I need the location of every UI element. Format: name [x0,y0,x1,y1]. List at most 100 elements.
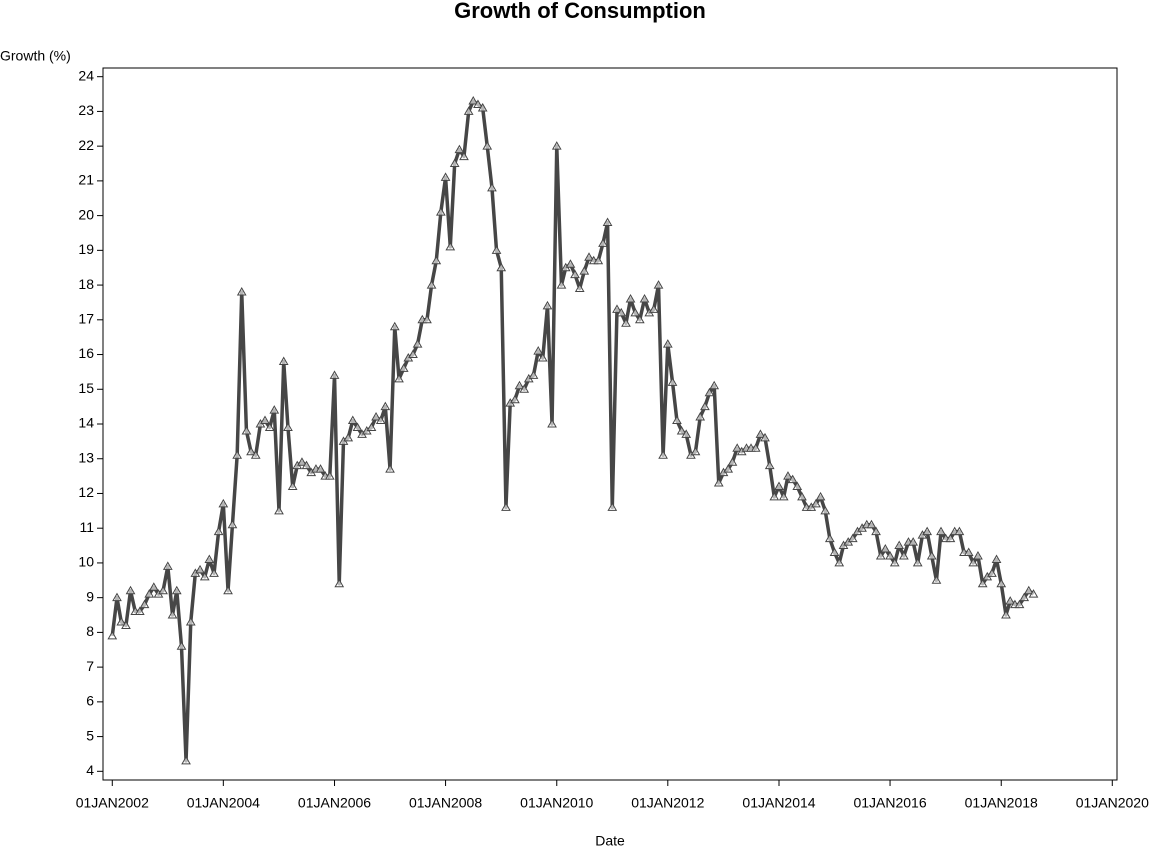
data-point [121,620,131,629]
data-point [667,377,678,386]
y-tick-label: 8 [86,623,94,639]
data-point [551,141,562,150]
data-point [574,283,585,293]
data-point [204,554,215,563]
data-point [218,498,229,508]
data-point [366,422,377,431]
data-point [375,415,386,425]
data-point [134,606,145,616]
data-point [727,457,738,466]
data-point [440,172,451,181]
data-point [1028,589,1039,598]
y-tick-label: 12 [78,484,94,500]
data-point [894,540,905,550]
y-tick-label: 23 [78,102,94,118]
data-point [968,557,979,567]
data-point [653,280,664,289]
y-tick-label: 21 [78,172,94,188]
data-point [922,526,933,536]
data-point [412,339,423,348]
data-point [380,401,391,411]
data-point [945,533,956,543]
data-point [514,380,525,390]
data-point [491,245,502,254]
data-point [195,564,205,574]
data-point [246,446,256,456]
data-point [783,471,793,480]
data-point [343,432,354,442]
data-point [445,241,456,251]
data-point [144,589,155,598]
data-point [584,252,594,261]
data-point [547,418,557,428]
data-point [676,425,687,435]
data-point [875,550,886,560]
data-point [139,599,150,609]
data-point [695,412,706,421]
data-point [871,526,881,536]
data-point [630,307,641,317]
data-point [482,141,493,150]
data-point [750,443,761,452]
x-tick-label: 01JAN2012 [631,795,704,811]
data-point [236,287,247,296]
data-point [778,491,789,501]
data-point [116,616,127,626]
data-line [110,99,1035,763]
data-point [477,102,488,112]
data-point [723,464,734,473]
data-point [700,401,710,411]
x-tick-label: 01JAN2004 [187,795,260,811]
data-point [199,571,210,581]
data-point [931,575,942,584]
y-tick-label: 24 [78,67,94,83]
data-point [435,207,446,216]
data-point [385,464,395,473]
data-point [602,217,613,227]
data-point [556,280,567,289]
data-point [185,616,196,626]
data-point [537,353,548,362]
data-point [352,422,363,431]
y-tick-label: 14 [78,415,94,431]
data-point [426,280,437,289]
data-point [431,255,442,265]
y-tick-label: 6 [86,693,94,709]
data-point [815,491,826,501]
data-point [158,585,168,595]
data-point [991,554,1002,563]
data-point [926,550,937,560]
data-point [468,95,479,105]
data-point [269,405,280,414]
data-point [912,557,923,567]
y-tick-label: 9 [86,588,94,604]
data-point [260,415,270,425]
data-point [334,578,345,588]
data-point [176,641,187,650]
data-point [704,387,715,397]
data-point [690,446,701,456]
data-point [1001,610,1011,619]
data-point [880,544,891,553]
data-point [250,450,261,459]
data-point [579,266,590,275]
data-point [764,460,775,470]
data-point [171,585,182,595]
data-point [1005,596,1016,605]
data-point [797,491,807,501]
data-point [181,755,191,765]
y-tick-label: 5 [86,727,94,743]
x-axis-label: Date [595,833,625,849]
data-point [829,547,840,557]
data-point [107,630,118,640]
data-point [519,384,530,393]
data-point [834,557,845,567]
data-point [496,262,507,272]
y-axis-label: Growth (%) [0,48,71,64]
data-point [616,307,627,317]
data-point [681,429,692,438]
data-point [315,464,326,473]
data-point [148,582,159,591]
data-point [996,578,1007,588]
y-tick-label: 17 [78,311,94,327]
